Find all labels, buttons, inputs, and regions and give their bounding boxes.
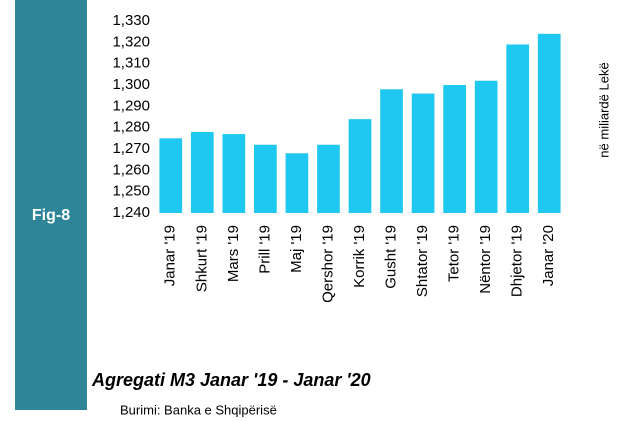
y-tick-label: 1,330 xyxy=(112,12,150,29)
x-tick-label: Maj '19 xyxy=(288,225,305,273)
y-tick-label: 1,310 xyxy=(112,55,150,72)
x-tick-label: Janar '20 xyxy=(540,225,557,286)
side-band xyxy=(15,0,87,410)
bar xyxy=(411,93,435,213)
figure-label: Fig-8 xyxy=(32,207,70,224)
x-tick-label: Shtator '19 xyxy=(414,225,431,297)
bar xyxy=(474,80,498,213)
bar xyxy=(190,131,214,213)
x-tick-label: Mars '19 xyxy=(225,225,242,282)
bar xyxy=(317,144,340,213)
x-tick-label: Janar '19 xyxy=(162,225,179,286)
y-tick-label: 1,270 xyxy=(112,140,150,157)
y-tick-label: 1,300 xyxy=(112,76,150,93)
x-tick-label: Shkurt '19 xyxy=(193,225,210,292)
bar xyxy=(443,85,466,213)
x-tick-label: Korrik '19 xyxy=(351,225,368,288)
chart-title: Agregati M3 Janar '19 - Janar '20 xyxy=(91,370,371,390)
y-tick-label: 1,250 xyxy=(112,183,150,200)
y-tick-label: 1,260 xyxy=(112,161,150,178)
bar xyxy=(254,144,277,213)
bar xyxy=(285,153,309,213)
x-tick-label: Tetor '19 xyxy=(446,225,463,282)
bar xyxy=(159,138,183,213)
bar xyxy=(537,33,561,213)
x-tick-label: Dhjetor '19 xyxy=(509,225,526,297)
bar xyxy=(222,134,246,213)
y-tick-label: 1,320 xyxy=(112,33,150,50)
x-tick-label: Prill '19 xyxy=(256,225,273,274)
bar xyxy=(380,89,403,213)
y-tick-label: 1,240 xyxy=(112,204,150,221)
bar xyxy=(348,119,372,213)
y-tick-label: 1,280 xyxy=(112,119,150,136)
source: Burimi: Banka e Shqipërisë xyxy=(120,402,277,417)
x-tick-label: Gusht '19 xyxy=(383,225,400,289)
bar xyxy=(506,44,530,213)
y-tick-label: 1,290 xyxy=(112,97,150,114)
x-tick-label: Qershor '19 xyxy=(319,225,336,303)
x-tick-label: Nëntor '19 xyxy=(477,225,494,294)
y-axis-label: në miliardë Lekë xyxy=(596,62,611,157)
